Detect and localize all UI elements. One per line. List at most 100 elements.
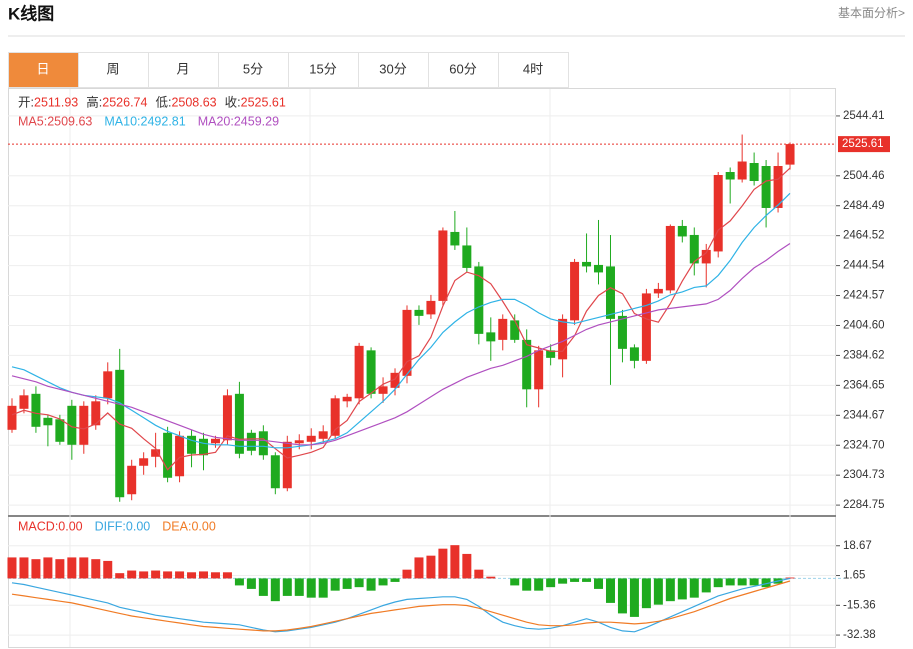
ohlc-value: 2526.74	[102, 95, 147, 109]
ohlc-name: 低	[155, 95, 168, 109]
macd-bar	[163, 571, 173, 579]
macd-bar	[665, 578, 675, 602]
candle-body	[199, 438, 209, 456]
y-tick-label: 2384.62	[843, 349, 885, 361]
legend-sep: :	[122, 519, 125, 533]
candle-body	[306, 435, 316, 442]
macd-bar	[785, 577, 795, 579]
macd-bar	[605, 578, 615, 603]
tab-label[interactable]: 周	[106, 61, 119, 76]
candle-body	[210, 438, 220, 444]
macd-bar	[354, 578, 364, 588]
macd-bar	[318, 578, 328, 598]
ohlc-sep: :	[168, 95, 171, 109]
tab[interactable]	[148, 52, 219, 88]
candle-body	[378, 386, 388, 394]
macd-bar	[629, 578, 639, 617]
y-tick-label: -32.38	[843, 629, 876, 641]
tab-label[interactable]: 月	[176, 61, 189, 76]
macd-bar	[91, 559, 101, 579]
tab-label[interactable]: 4时	[523, 61, 543, 76]
macd-bar	[486, 576, 496, 579]
legend-value: 2492.81	[141, 114, 186, 128]
tab[interactable]	[8, 52, 79, 88]
y-tick-label: 2464.52	[843, 230, 885, 242]
fundamental-link[interactable]: 基本面分析>	[838, 6, 905, 20]
tab-label[interactable]: 日	[36, 61, 49, 76]
macd-bar	[342, 578, 352, 589]
ohlc-name: 高	[86, 94, 99, 109]
macd-bar	[175, 571, 185, 579]
macd-bar	[546, 578, 556, 588]
tab-label[interactable]: 15分	[309, 61, 336, 76]
macd-bar	[689, 578, 699, 598]
ohlc-value: 2525.61	[241, 95, 286, 109]
candle-body	[725, 172, 735, 180]
tab-label[interactable]: 5分	[243, 61, 263, 76]
candle-body	[79, 405, 89, 445]
legend-name: MA5	[18, 114, 44, 128]
macd-bar	[534, 578, 544, 591]
ohlc-name: 开	[18, 95, 31, 109]
candle-body	[282, 441, 292, 489]
candle-body	[31, 393, 41, 427]
widget-title: K线图	[8, 3, 54, 23]
y-tick-label: 2284.75	[843, 499, 885, 511]
macd-bar	[677, 578, 687, 600]
legend-value: 2509.63	[47, 114, 92, 128]
legend-name: MA10	[104, 114, 137, 128]
macd-bar	[210, 572, 220, 579]
candle-body	[761, 166, 771, 208]
candle-body	[450, 231, 460, 246]
candle-body	[510, 320, 520, 340]
macd-bar	[582, 578, 592, 582]
candle-body	[486, 332, 496, 342]
candle-body	[342, 396, 352, 402]
y-tick-label: 1.65	[843, 570, 865, 582]
macd-bar	[258, 578, 268, 596]
ohlc-value: 2508.63	[171, 95, 216, 109]
candle-body	[773, 166, 783, 208]
macd-bar	[139, 571, 149, 579]
y-tick-label: 2504.46	[843, 170, 885, 182]
tab-label[interactable]: 60分	[449, 61, 476, 76]
macd-bar	[713, 578, 723, 588]
tab-label[interactable]: 30分	[379, 61, 406, 76]
last-price-label: 2525.61	[842, 138, 884, 150]
macd-bar	[653, 578, 663, 605]
candle-body	[246, 432, 256, 451]
y-tick-label: 2444.54	[843, 260, 885, 272]
ohlc-sep: :	[237, 95, 240, 109]
candle-body	[7, 405, 17, 430]
candle-body	[785, 144, 795, 165]
candle-body	[665, 225, 675, 291]
macd-bar	[558, 578, 568, 584]
candle-body	[701, 249, 711, 264]
candle-body	[749, 163, 759, 181]
macd-bar	[246, 578, 256, 589]
macd-bar	[151, 570, 161, 579]
candle-body	[426, 300, 436, 315]
macd-bar	[270, 578, 280, 602]
macd-bar	[570, 578, 580, 582]
macd-bar	[103, 560, 113, 579]
tab[interactable]	[288, 52, 359, 88]
macd-bar	[737, 578, 747, 586]
tab[interactable]	[78, 52, 149, 88]
candle-body	[546, 350, 556, 358]
tab[interactable]	[498, 52, 569, 88]
candle-body	[462, 245, 472, 268]
tab[interactable]	[428, 52, 499, 88]
candle-body	[91, 401, 101, 426]
macd-bar	[127, 570, 137, 579]
candle-body	[294, 440, 304, 444]
y-tick-label: 2344.67	[843, 409, 885, 421]
candle-body	[270, 455, 280, 489]
candle-body	[582, 261, 592, 267]
candle-body	[354, 345, 364, 399]
candle-body	[55, 419, 65, 442]
macd-line	[11, 580, 791, 632]
tab[interactable]	[218, 52, 289, 88]
legend-name: MACD	[18, 519, 55, 533]
candle-body	[522, 339, 532, 390]
